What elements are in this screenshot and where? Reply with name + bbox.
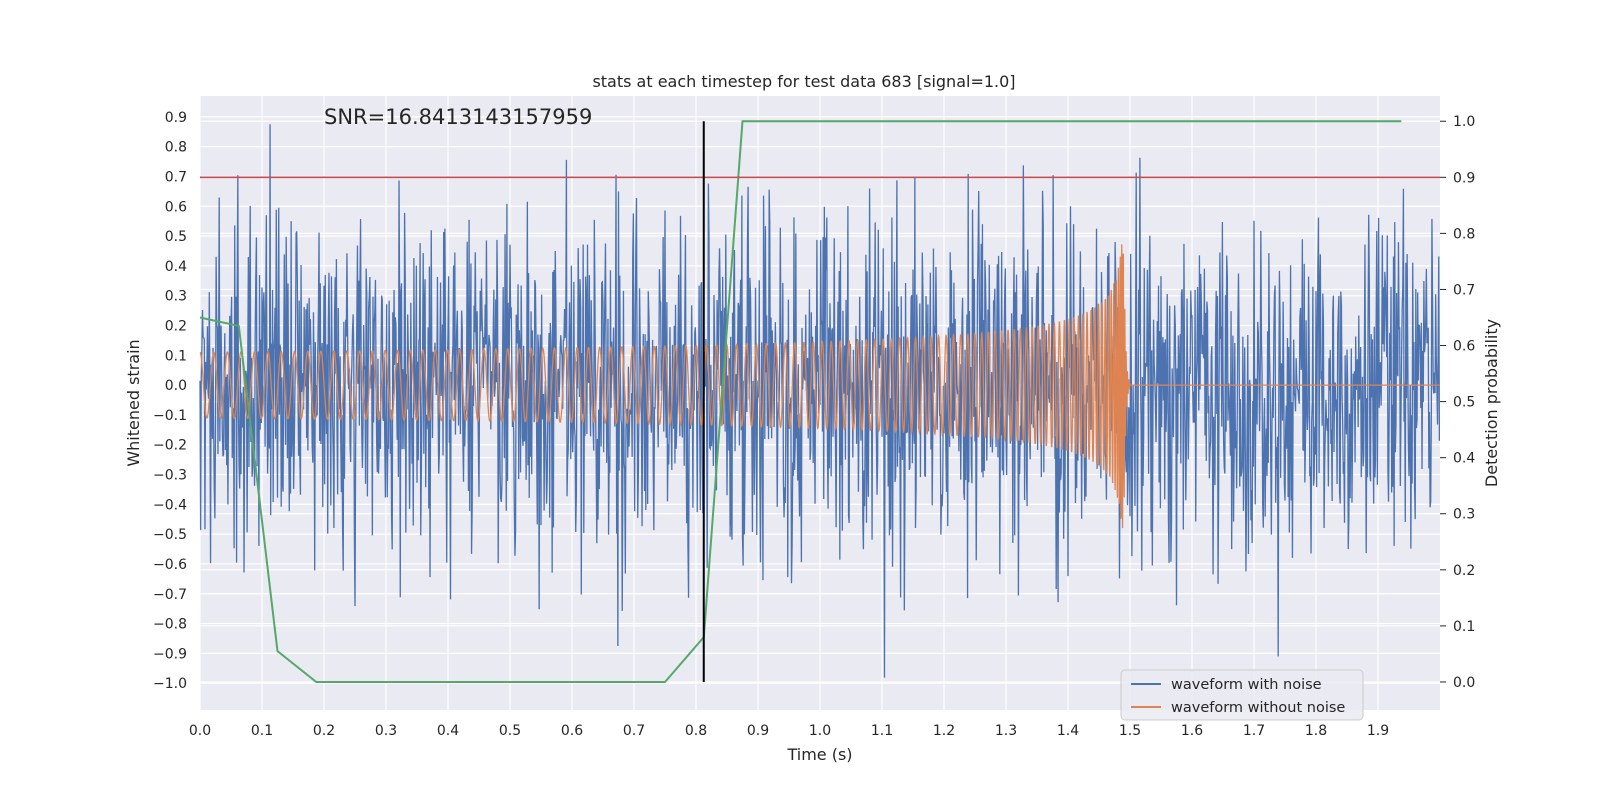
legend-label-noise: waveform with noise xyxy=(1171,677,1322,693)
y-tick-label: −0.8 xyxy=(153,617,187,633)
y-tick-label: −0.4 xyxy=(153,497,187,513)
x-tick-label: 0.9 xyxy=(747,723,769,739)
y2-axis-label: Detection probability xyxy=(1482,319,1501,487)
y2-tick-label: 0.6 xyxy=(1453,339,1475,355)
y-tick-label: 0.1 xyxy=(165,348,187,364)
x-tick-label: 1.0 xyxy=(809,723,831,739)
y-tick-label: −0.1 xyxy=(153,408,187,424)
y-tick-label: 0.4 xyxy=(165,259,187,275)
series-line-probability xyxy=(199,120,1402,683)
x-tick-label: 1.8 xyxy=(1305,723,1327,739)
x-tick-label: 1.9 xyxy=(1367,723,1389,739)
legend-box xyxy=(1120,669,1364,721)
y-tick-label: 0.8 xyxy=(165,140,187,156)
y-tick-label: −0.5 xyxy=(153,527,187,543)
x-tick-label: 1.4 xyxy=(1057,723,1079,739)
x-tick-label: 0.3 xyxy=(375,723,397,739)
y2-tick-label: 0.5 xyxy=(1453,395,1475,411)
y-tick-label: 0.3 xyxy=(165,289,187,305)
y-tick-label: 0.0 xyxy=(165,378,187,394)
y2-tick-label: 0.4 xyxy=(1453,451,1475,467)
y-tick-label: −0.7 xyxy=(153,587,187,603)
y-tick-label: −0.6 xyxy=(153,557,187,573)
x-tick-label: 1.1 xyxy=(871,723,893,739)
y-tick-label: 0.9 xyxy=(165,110,187,126)
y-tick-label: −1.0 xyxy=(153,676,187,692)
y2-tick-label: 0.2 xyxy=(1453,563,1475,579)
x-tick-label: 0.4 xyxy=(437,723,459,739)
snr-annotation: SNR=16.8413143157959 xyxy=(324,105,592,129)
x-tick-label: 0.8 xyxy=(685,723,707,739)
y-tick-label: 0.6 xyxy=(165,199,187,215)
x-tick-label: 1.5 xyxy=(1119,723,1141,739)
y2-tick-label: 0.9 xyxy=(1453,170,1475,186)
y2-tick-label: 1.0 xyxy=(1453,114,1475,130)
chart-title: stats at each timestep for test data 683… xyxy=(592,72,1015,91)
y-tick-label: −0.3 xyxy=(153,468,187,484)
x-tick-label: 0.0 xyxy=(189,723,211,739)
y-tick-label: 0.5 xyxy=(165,229,187,245)
y2-tick-label: 0.8 xyxy=(1453,226,1475,242)
x-tick-label: 1.2 xyxy=(933,723,955,739)
y2-tick-label: 0.3 xyxy=(1453,507,1475,523)
y-axis-label: Whitened strain xyxy=(124,339,143,466)
x-tick-label: 1.7 xyxy=(1243,723,1265,739)
series-line-clean xyxy=(199,244,1440,529)
y2-tick-label: 0.7 xyxy=(1453,282,1475,298)
x-tick-label: 0.1 xyxy=(251,723,273,739)
legend: waveform with noise waveform without noi… xyxy=(1120,669,1364,721)
x-tick-label: 0.6 xyxy=(561,723,583,739)
x-tick-label: 1.6 xyxy=(1181,723,1203,739)
x-tick-label: 0.2 xyxy=(313,723,335,739)
y-tick-label: −0.9 xyxy=(153,646,187,662)
x-axis-label: Time (s) xyxy=(786,745,852,764)
y2-tick-label: 0.0 xyxy=(1453,675,1475,691)
y2-tick-label: 0.1 xyxy=(1453,619,1475,635)
legend-label-clean: waveform without noise xyxy=(1171,700,1345,716)
x-tick-label: 0.7 xyxy=(623,723,645,739)
y-tick-label: 0.7 xyxy=(165,169,187,185)
x-tick-label: 1.3 xyxy=(995,723,1017,739)
y-tick-label: −0.2 xyxy=(153,438,187,454)
x-tick-label: 0.5 xyxy=(499,723,521,739)
y-tick-label: 0.2 xyxy=(165,319,187,335)
